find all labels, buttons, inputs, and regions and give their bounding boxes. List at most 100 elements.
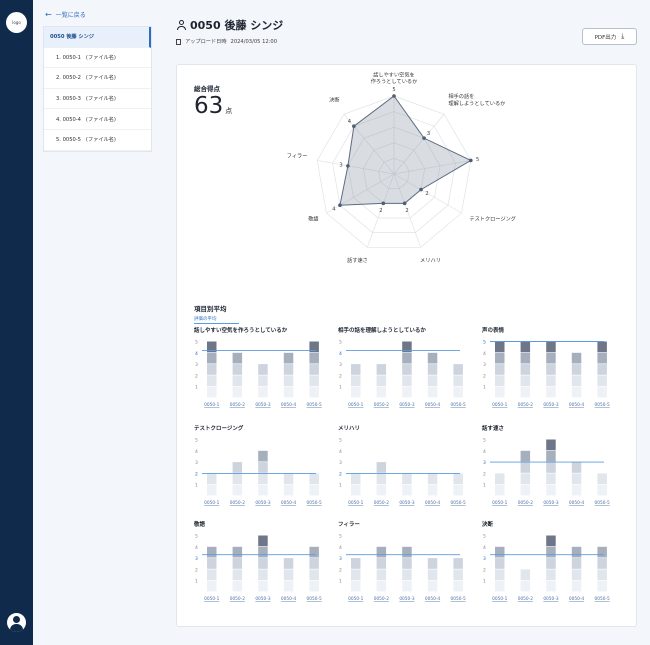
- radar-point: [402, 201, 407, 206]
- bar-segment: [427, 580, 438, 592]
- radar-axis-label: メリハリ: [420, 258, 441, 264]
- file-list-item[interactable]: 3. 0050-3 (ファイル名): [44, 89, 151, 110]
- file-list-item[interactable]: 5. 0050-5 (ファイル名): [44, 130, 151, 151]
- bar-segment: [520, 473, 531, 485]
- y-tick-label: 5: [483, 438, 486, 444]
- y-tick-label: 4: [339, 545, 342, 551]
- bar-segment: [571, 352, 582, 364]
- x-tick-label: 0050-2: [230, 500, 245, 506]
- bar-segment: [571, 580, 582, 592]
- bar-segment: [207, 473, 217, 485]
- radar-axis-label: フィラー: [287, 152, 308, 159]
- bar-chart: 相手の話を理解しようとしているか 1 2 3 4 5 0050-1 0050-2 0050-3 0…: [338, 326, 466, 408]
- bar-segment: [207, 341, 217, 353]
- logo[interactable]: logo: [6, 12, 27, 33]
- total-score-unit: 点: [225, 107, 233, 115]
- average-bar-charts: 話しやすい空気を作ろうとしているか 1 2 3 4 5 0050-1 0050-2 0050-3…: [193, 326, 610, 602]
- y-tick-label: 3: [195, 556, 198, 562]
- bar-segment: [520, 341, 531, 353]
- download-icon: ⤓: [621, 32, 625, 40]
- user-avatar-icon[interactable]: [7, 613, 26, 632]
- bar-segment: [258, 569, 268, 581]
- bar-segment: [453, 569, 463, 581]
- bar-segment: [427, 364, 438, 375]
- back-link-label: 一覧に戻る: [55, 12, 86, 19]
- radar-spoke: [343, 114, 395, 175]
- bar-segment: [232, 386, 243, 398]
- bar-segment: [520, 386, 531, 398]
- bar-segment: [351, 364, 361, 375]
- bar-segment: [402, 473, 412, 485]
- bar-segment: [597, 341, 607, 353]
- bar-segment: [546, 450, 556, 462]
- bar-segment: [309, 352, 319, 364]
- x-tick-label: 0050-5: [451, 596, 466, 602]
- y-tick-label: 5: [195, 534, 198, 540]
- bar-chart-title: 敬語: [193, 520, 206, 528]
- y-tick-label: 3: [483, 556, 486, 562]
- file-list-item[interactable]: 4. 0050-4 (ファイル名): [44, 109, 151, 130]
- bar-chart: 話す速さ 1 2 3 4 5 0050-1 0050-2 0050-3 0050-4 0050-5: [482, 424, 610, 506]
- y-tick-label: 2: [483, 373, 486, 379]
- file-list-item[interactable]: 0050 後藤 シンジ: [44, 27, 151, 48]
- bar-segment: [571, 386, 582, 398]
- bar-segment: [309, 569, 319, 581]
- bar-segment: [597, 375, 607, 387]
- bar-segment: [351, 558, 361, 569]
- bar-segment: [495, 558, 505, 569]
- x-tick-label: 0050-2: [518, 596, 533, 602]
- y-tick-label: 4: [483, 545, 486, 551]
- radar-value-label: 5: [392, 87, 395, 93]
- bar-segment: [376, 375, 387, 387]
- bar-segment: [232, 569, 243, 581]
- radar-grid-ring: [347, 126, 441, 219]
- bar-segment: [283, 364, 294, 375]
- bar-chart-title: 相手の話を理解しようとしているか: [338, 326, 426, 334]
- bar-chart: 決断 1 2 3 4 5 0050-1 0050-2 0050-3 0050-4 0050-5: [482, 520, 610, 602]
- page-title: 0050 後藤 シンジ: [176, 17, 283, 33]
- radar-value-label: 3: [339, 163, 342, 169]
- radar-spoke: [317, 160, 395, 175]
- bar-segment: [258, 364, 268, 375]
- bar-segment: [376, 546, 387, 558]
- file-list-item[interactable]: 2. 0050-2 (ファイル名): [44, 68, 151, 89]
- radar-value-label: 2: [405, 208, 408, 214]
- average-legend: 評価の平均: [194, 316, 239, 324]
- x-tick-label: 0050-1: [204, 402, 219, 408]
- bar-segment: [258, 535, 268, 547]
- bar-segment: [571, 364, 582, 375]
- bar-segment: [546, 484, 556, 496]
- bar-chart-title: 話す速さ: [482, 424, 504, 432]
- bar-segment: [597, 580, 607, 592]
- bar-chart: 敬語 1 2 3 4 5 0050-1 0050-2 0050-3 0050-4 0050-5: [193, 520, 322, 602]
- bar-segment: [232, 484, 243, 496]
- bar-segment: [207, 364, 217, 375]
- bar-segment: [376, 386, 387, 398]
- bar-segment: [258, 375, 268, 387]
- bar-segment: [520, 352, 531, 364]
- radar-point: [392, 94, 396, 98]
- x-tick-label: 0050-3: [399, 500, 414, 506]
- bar-segment: [571, 569, 582, 581]
- bar-segment: [495, 580, 505, 592]
- bar-segment: [427, 375, 438, 387]
- bar-segment: [283, 484, 294, 496]
- bar-segment: [232, 375, 243, 387]
- bar-segment: [207, 569, 217, 581]
- average-legend-label: 評価の平均: [194, 317, 217, 322]
- bar-segment: [376, 364, 387, 375]
- back-link[interactable]: ← 一覧に戻る: [45, 10, 86, 19]
- total-score-label: 総合得点: [194, 85, 220, 93]
- y-tick-label: 2: [339, 373, 342, 379]
- radar-point: [422, 136, 426, 140]
- x-tick-label: 0050-2: [518, 402, 533, 408]
- file-list-item[interactable]: 1. 0050-1 (ファイル名): [44, 48, 151, 69]
- radar-value-label: 4: [348, 119, 352, 125]
- average-legend-line: [194, 323, 239, 324]
- bar-segment: [546, 580, 556, 592]
- bar-segment: [207, 386, 217, 398]
- bar-segment: [546, 352, 556, 364]
- pdf-export-button[interactable]: PDF出力 ⤓: [582, 28, 637, 45]
- x-tick-label: 0050-1: [348, 402, 363, 408]
- upload-label: アップロード日時: [185, 39, 227, 45]
